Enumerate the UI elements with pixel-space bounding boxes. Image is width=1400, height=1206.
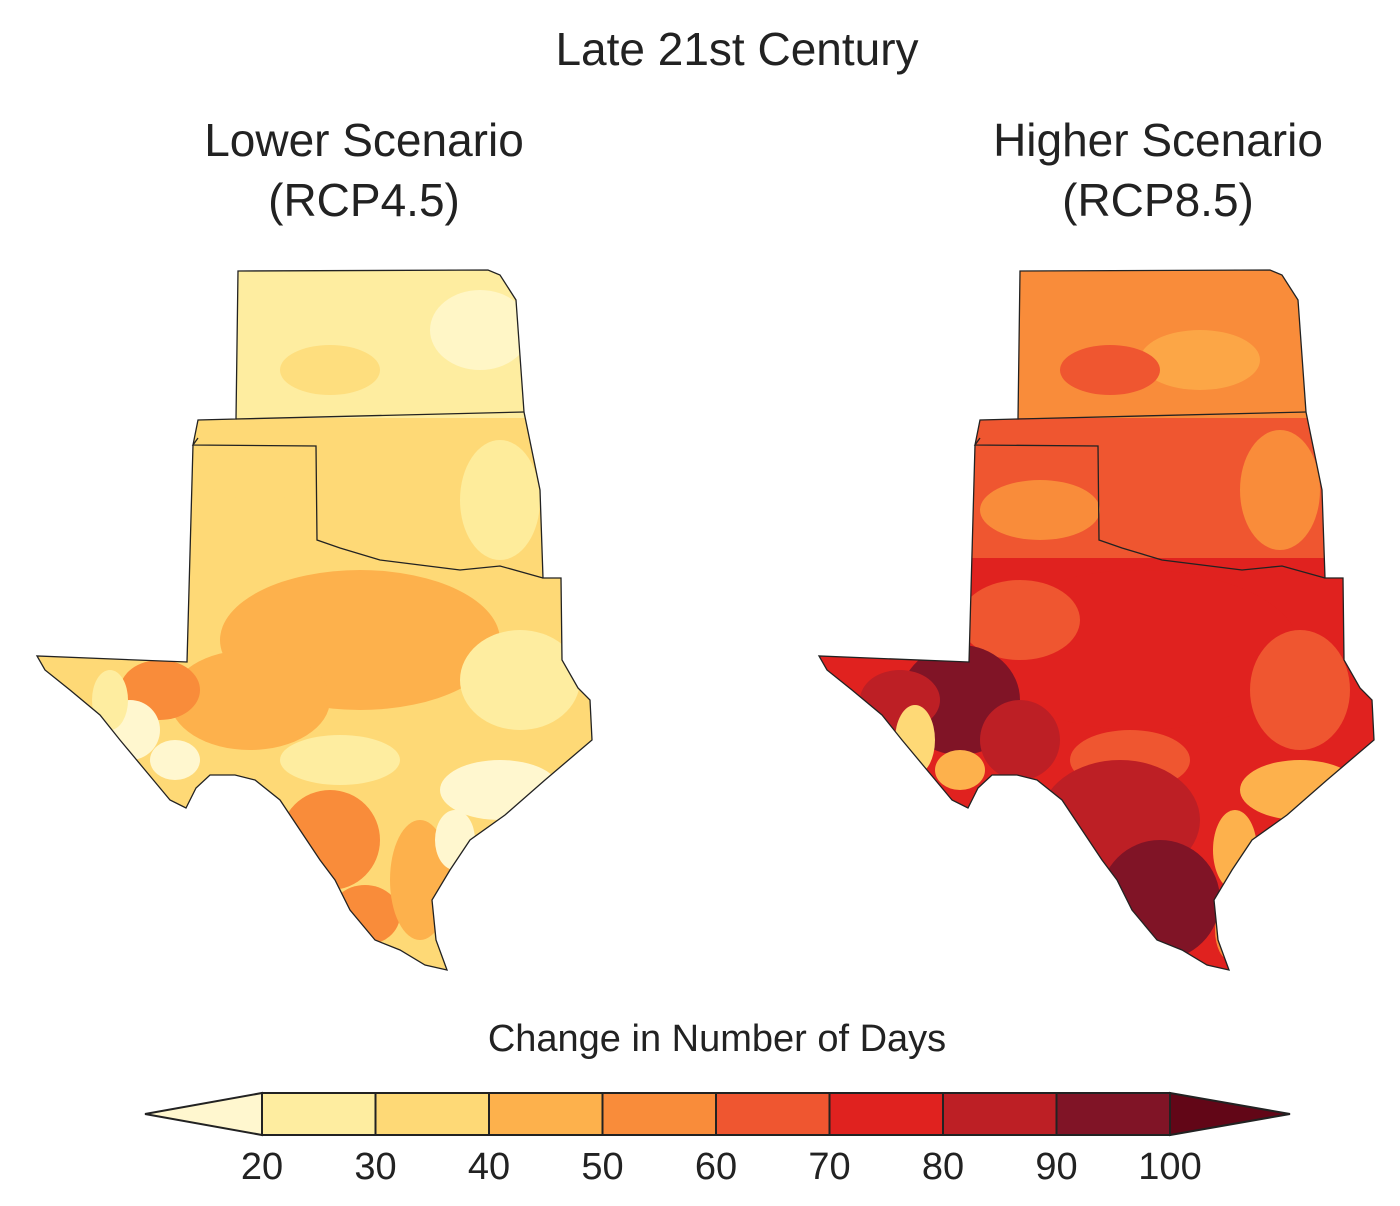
- colorbar: [144, 1091, 1291, 1137]
- colorbar-bin: [1055, 1092, 1171, 1136]
- colorbar-bin: [715, 1092, 831, 1136]
- colorbar-bin: [828, 1092, 944, 1136]
- colorbar-extend-low: [144, 1091, 263, 1137]
- colorbar-tick-label: 50: [581, 1146, 624, 1188]
- colorbar-tick-label: 70: [808, 1146, 851, 1188]
- lower-scenario-rcp: (RCP4.5): [268, 174, 460, 226]
- colorbar-extend-high: [1169, 1091, 1291, 1137]
- colorbar-bin: [374, 1092, 490, 1136]
- lower-scenario-map: [35, 269, 593, 971]
- higher-scenario-title: Higher Scenario (RCP8.5): [948, 110, 1368, 230]
- lower-scenario-title: Lower Scenario (RCP4.5): [154, 110, 574, 230]
- colorbar-bin: [601, 1092, 717, 1136]
- colorbar-tick-label: 80: [921, 1146, 965, 1188]
- colorbar-tick-label: 40: [467, 1146, 511, 1188]
- higher-scenario-map: [817, 269, 1375, 971]
- colorbar-tick-label: 100: [1138, 1146, 1202, 1188]
- figure-title: Late 21st Century: [555, 23, 919, 75]
- colorbar-bin: [942, 1092, 1058, 1136]
- colorbar-tick-label: 30: [354, 1146, 397, 1188]
- higher-scenario-rcp: (RCP8.5): [1062, 174, 1254, 226]
- colorbar-tick-label: 60: [694, 1146, 738, 1188]
- colorbar-bin: [488, 1092, 604, 1136]
- colorbar-tick-label: 90: [1035, 1146, 1078, 1188]
- colorbar-title: Change in Number of Days: [487, 1018, 947, 1060]
- higher-scenario-name: Higher Scenario: [993, 114, 1323, 166]
- colorbar-bin: [261, 1092, 377, 1136]
- lower-scenario-name: Lower Scenario: [204, 114, 524, 166]
- colorbar-tick-label: 20: [240, 1146, 284, 1188]
